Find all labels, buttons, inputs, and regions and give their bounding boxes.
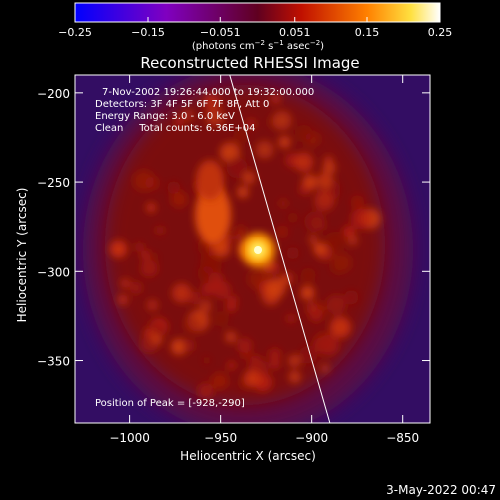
- x-tick-label: −1000: [109, 431, 150, 445]
- footer-timestamp: 3-May-2022 00:47: [386, 483, 496, 497]
- y-tick-label: −350: [37, 355, 70, 369]
- peak-position-label: Position of Peak = [-928,-290]: [95, 398, 245, 409]
- plot-frame: [74, 74, 431, 424]
- colorbar-ticks: −0.25 −0.15 −0.051 0.051 0.15 0.25: [58, 17, 452, 39]
- colorbar-units: (photons cm−2 s−1 asec−2): [192, 39, 324, 52]
- x-tick-label: −850: [386, 431, 419, 445]
- chart-title: Reconstructed RHESSI Image: [140, 54, 359, 72]
- solar-limb-line: [229, 75, 331, 423]
- x-tick-label: −950: [204, 431, 237, 445]
- y-tick-label: −200: [37, 87, 70, 101]
- colorbar-tick-label: −0.15: [131, 26, 165, 39]
- annotation-energy-range: Energy Range: 3.0 - 6.0 keV: [95, 111, 235, 122]
- x-axis-label: Heliocentric X (arcsec): [180, 449, 316, 463]
- colorbar-tick-label: −0.051: [200, 26, 241, 39]
- annotation-block: 7-Nov-2002 19:26:44.000 to 19:32:00.000 …: [95, 87, 314, 134]
- colorbar: −0.25 −0.15 −0.051 0.051 0.15 0.25 (photons c…: [58, 2, 452, 52]
- heatmap-image: [75, 75, 430, 423]
- y-axis-label: Heliocentric Y (arcsec): [15, 188, 29, 323]
- colorbar-tick-label: 0.051: [279, 26, 311, 39]
- colorbar-gradient: [74, 2, 441, 23]
- colorbar-tick-label: 0.25: [428, 26, 453, 39]
- y-axis-ticks: −200 −250 −300 −350: [37, 87, 430, 369]
- y-tick-label: −250: [37, 176, 70, 190]
- annotation-clean-counts: Clean Total counts: 6.36E+04: [95, 123, 255, 134]
- x-axis-ticks: −1000 −950 −900 −850: [109, 75, 419, 445]
- y-tick-label: −300: [37, 265, 70, 279]
- annotation-detectors: Detectors: 3F 4F 5F 6F 7F 8F, Att 0: [95, 99, 269, 110]
- x-tick-label: −900: [295, 431, 328, 445]
- colorbar-tick-label: 0.15: [355, 26, 380, 39]
- colorbar-tick-label: −0.25: [58, 26, 92, 39]
- annotation-time-range: 7-Nov-2002 19:26:44.000 to 19:32:00.000: [102, 87, 314, 98]
